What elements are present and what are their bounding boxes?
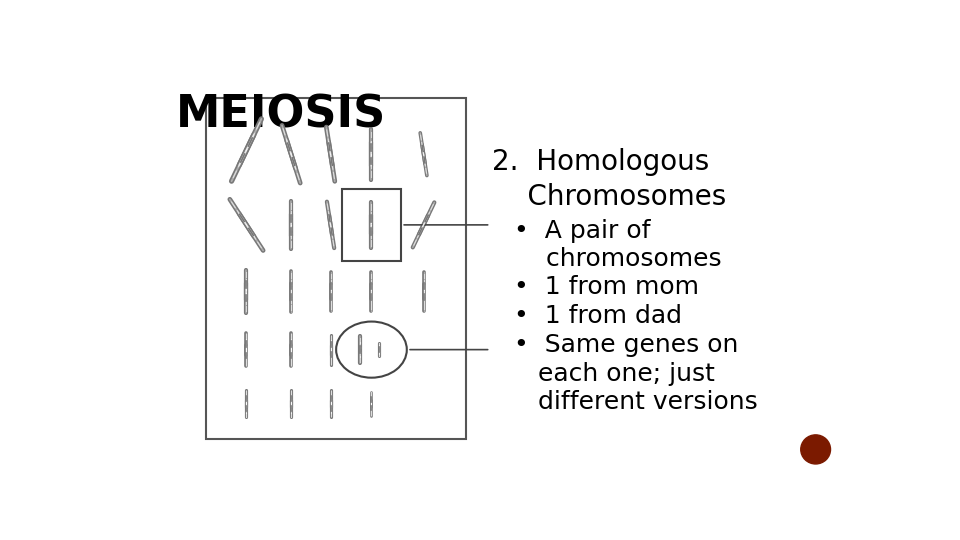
Text: 2.  Homologous
    Chromosomes: 2. Homologous Chromosomes bbox=[492, 148, 727, 211]
Ellipse shape bbox=[801, 435, 830, 464]
Text: •  1 from dad: • 1 from dad bbox=[515, 304, 683, 328]
Text: •  1 from mom: • 1 from mom bbox=[515, 275, 699, 299]
Text: •  Same genes on
   each one; just
   different versions: • Same genes on each one; just different… bbox=[515, 333, 758, 415]
Text: MEIOSIS: MEIOSIS bbox=[176, 94, 386, 137]
Bar bbox=[205, 98, 466, 439]
Text: •  A pair of
    chromosomes: • A pair of chromosomes bbox=[515, 219, 722, 272]
